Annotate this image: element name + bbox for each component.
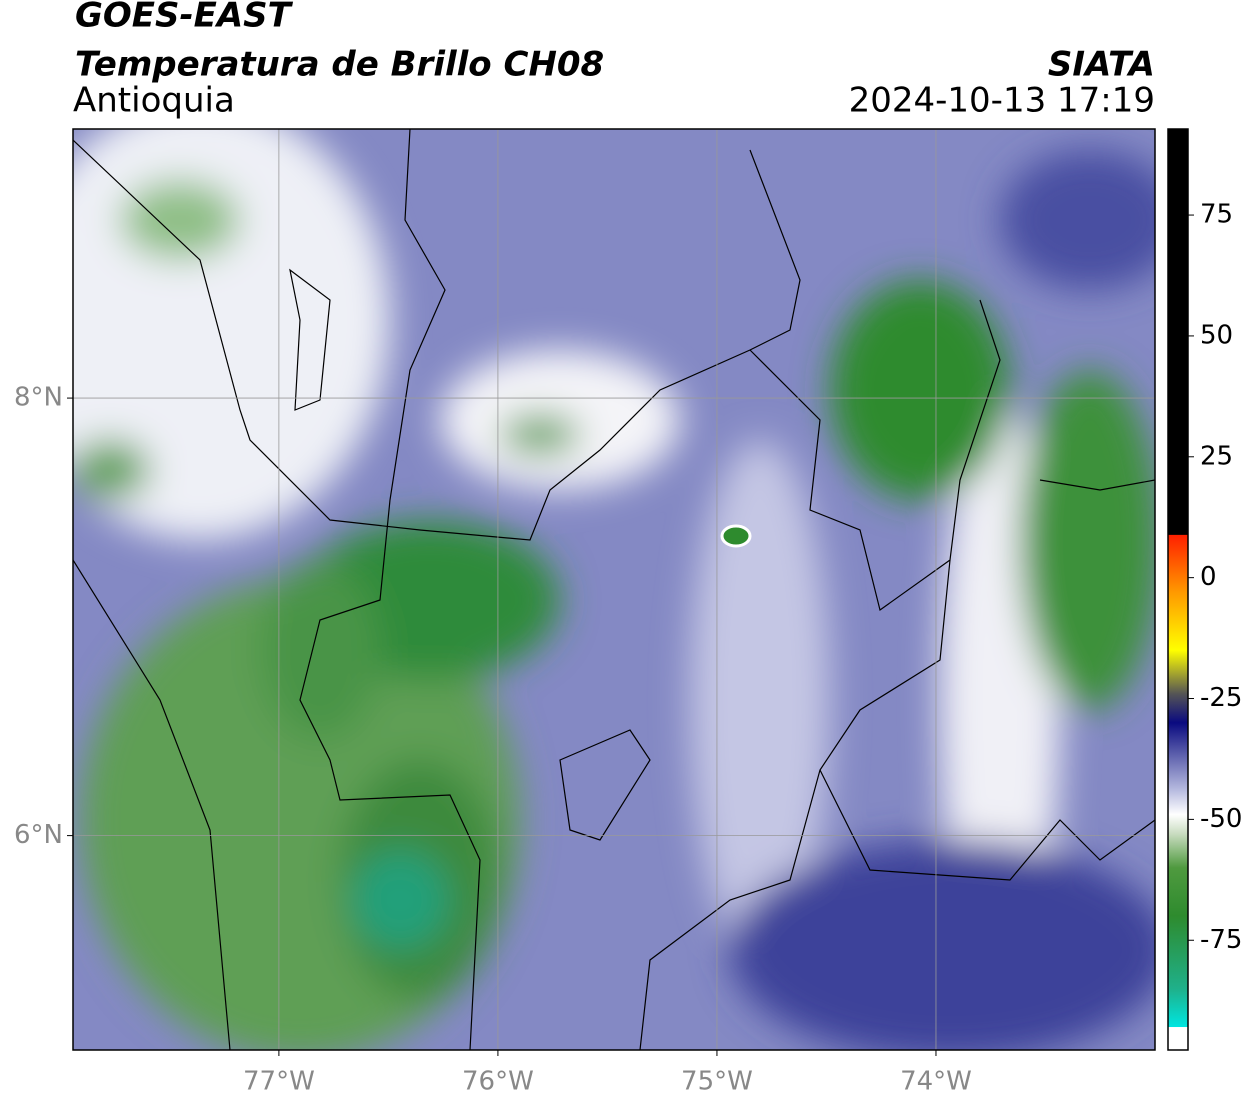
y-tick-label: 8°N <box>14 383 63 413</box>
x-tick-label: 76°W <box>462 1067 534 1097</box>
source: SIATA <box>1048 45 1155 85</box>
x-tick-label: 75°W <box>681 1067 753 1097</box>
colorbar <box>1167 128 1189 1051</box>
colorbar-tick-label: 75 <box>1200 200 1233 230</box>
colorbar-tick-label: 50 <box>1200 320 1233 350</box>
colorbar-tick-label: -25 <box>1200 683 1242 713</box>
colorbar-tick-label: 0 <box>1200 562 1217 592</box>
satellite-image <box>73 129 1155 1050</box>
x-tick-label: 74°W <box>900 1067 972 1097</box>
timestamp: 2024-10-13 17:19 <box>849 81 1155 121</box>
x-tick-label: 77°W <box>243 1067 315 1097</box>
y-tick-label: 6°N <box>14 820 63 850</box>
colorbar-tick-label: 25 <box>1200 441 1233 471</box>
title: GOES-EAST <box>75 0 294 36</box>
colorbar-tick-label: -50 <box>1200 804 1242 834</box>
colorbar-tick-label: -75 <box>1200 925 1242 955</box>
subtitle: Temperatura de Brillo CH08 <box>75 45 604 85</box>
boundaries <box>73 129 1155 1050</box>
region: Antioquia <box>73 81 235 121</box>
map-frame <box>72 128 1156 1051</box>
